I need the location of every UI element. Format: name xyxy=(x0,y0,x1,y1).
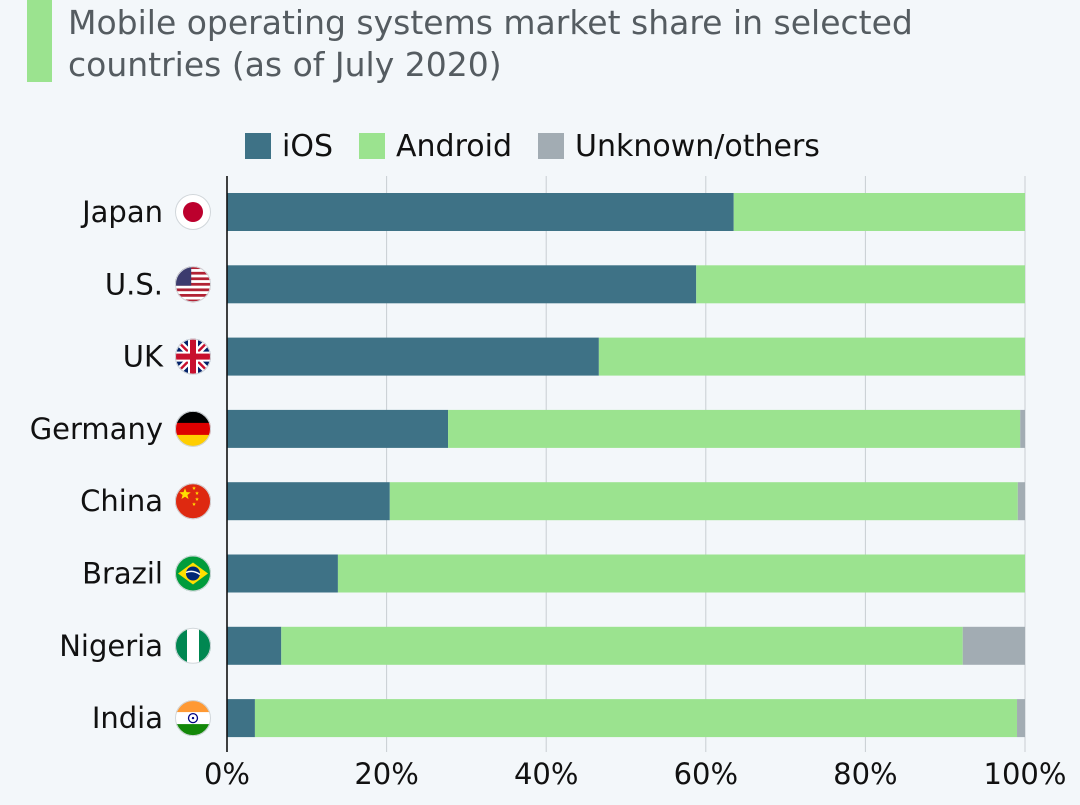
x-tick-label: 40% xyxy=(514,757,578,791)
chart-legend: iOS Android Unknown/others xyxy=(245,126,820,166)
legend-item-ios: iOS xyxy=(245,129,333,164)
x-tick-label: 20% xyxy=(354,757,418,791)
category-label: India xyxy=(92,701,163,735)
bar-android-2 xyxy=(598,337,1025,376)
bar-android-1 xyxy=(696,265,1025,304)
brazil-flag-icon xyxy=(175,555,211,592)
category-label: Nigeria xyxy=(59,629,163,663)
bar-android-4 xyxy=(389,482,1018,521)
flag-outline xyxy=(175,194,211,230)
flag-outline xyxy=(175,483,211,520)
x-tick-label: 60% xyxy=(674,757,738,791)
flag-outline xyxy=(175,410,211,447)
bar-ios-2 xyxy=(227,337,599,376)
x-tick-label: 0% xyxy=(204,757,250,791)
bar-android-5 xyxy=(337,554,1025,593)
bar-ios-4 xyxy=(227,482,390,521)
bar-unknown-4 xyxy=(1017,482,1025,521)
legend-label-android: Android xyxy=(396,128,512,164)
bar-android-0 xyxy=(733,193,1025,231)
china-flag-icon xyxy=(175,483,211,520)
legend-label-ios: iOS xyxy=(282,128,333,164)
bar-unknown-6 xyxy=(962,626,1025,665)
x-tick-label: 100% xyxy=(984,757,1067,791)
bar-ios-1 xyxy=(227,265,697,304)
bar-ios-0 xyxy=(227,193,734,231)
flag-outline xyxy=(175,555,211,592)
x-axis-ticks: 0% 20% 40% 60% 80% 100% xyxy=(204,757,1066,791)
japan-flag-icon xyxy=(175,194,211,230)
bar-ios-7 xyxy=(227,699,255,738)
flag-outline xyxy=(175,266,211,303)
chart-title: Mobile operating systems market share in… xyxy=(68,3,913,84)
legend-label-unknown: Unknown/others xyxy=(575,128,820,164)
category-labels: Japan U.S. UK Germany China Brazil Nigeria Indi… xyxy=(30,195,164,735)
category-label: Japan xyxy=(80,195,163,229)
category-label: China xyxy=(80,484,163,518)
bar-android-3 xyxy=(448,409,1021,448)
bar-unknown-7 xyxy=(1017,699,1025,738)
bars xyxy=(227,193,1025,738)
us-flag-icon xyxy=(175,266,211,303)
category-label: Germany xyxy=(30,412,163,446)
grid-lines xyxy=(386,176,1026,752)
flags xyxy=(175,194,211,737)
bar-android-6 xyxy=(281,626,963,665)
category-label: Brazil xyxy=(82,557,163,591)
flag-outline xyxy=(175,700,211,737)
legend-item-unknown: Unknown/others xyxy=(538,129,820,164)
bar-ios-6 xyxy=(227,626,282,665)
category-label: UK xyxy=(123,340,164,374)
bar-android-7 xyxy=(254,699,1018,738)
legend-swatch-android xyxy=(359,133,385,159)
flag-outline xyxy=(175,338,211,375)
legend-item-android: Android xyxy=(359,129,512,164)
bar-ios-5 xyxy=(227,554,338,593)
category-label: U.S. xyxy=(105,267,163,301)
legend-swatch-ios xyxy=(245,133,271,159)
title-accent-bar xyxy=(27,0,52,82)
bar-unknown-3 xyxy=(1020,409,1025,448)
legend-swatch-unknown xyxy=(538,133,564,159)
bar-ios-3 xyxy=(227,409,449,448)
x-tick-label: 80% xyxy=(833,757,897,791)
uk-flag-icon xyxy=(175,338,211,375)
flag-outline xyxy=(175,627,211,664)
